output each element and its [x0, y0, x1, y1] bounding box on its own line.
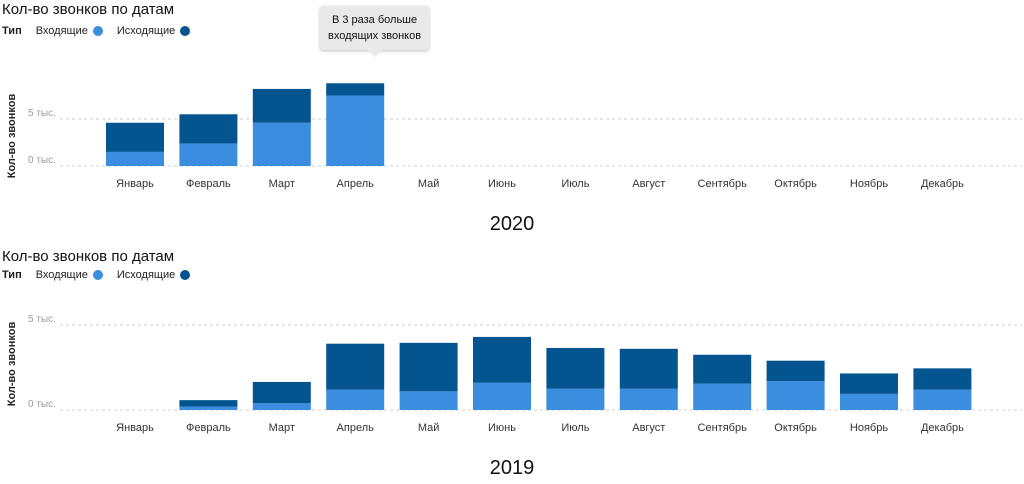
x-tick-label: Апрель [337, 178, 375, 190]
x-tick-label: Октябрь [774, 178, 817, 190]
y-tick-label: 0 тыс. [28, 399, 56, 410]
legend-title: Тип [2, 25, 22, 37]
legend-item-outgoing[interactable]: Исходящие [116, 25, 191, 37]
bar-incoming [693, 383, 752, 410]
x-tick-label: Сентябрь [698, 178, 748, 190]
bar-incoming [546, 388, 605, 410]
bar-incoming [473, 382, 531, 410]
bar-incoming [106, 151, 164, 166]
bar-outgoing [252, 88, 311, 123]
x-tick-label: Декабрь [921, 178, 964, 190]
x-tick-label: Июнь [488, 178, 516, 190]
bar-incoming [766, 381, 825, 410]
legend-title: Тип [2, 269, 22, 281]
bar-incoming [326, 95, 385, 166]
legend-dot-outgoing [180, 26, 191, 36]
bar-outgoing [179, 400, 238, 407]
bar-incoming [179, 406, 238, 410]
x-tick-label: Март [269, 422, 295, 434]
bar-outgoing [179, 114, 238, 144]
x-tick-label: Ноябрь [850, 422, 888, 434]
x-tick-label: Апрель [337, 422, 375, 434]
legend-item-outgoing[interactable]: Исходящие [116, 269, 191, 281]
x-tick-label: Ноябрь [850, 178, 888, 190]
x-tick-label: Январь [116, 178, 154, 190]
x-tick-label: Июнь [488, 422, 516, 434]
legend-label-incoming: Входящие [35, 25, 88, 37]
x-tick-label: Январь [116, 422, 154, 434]
legend: Тип Входящие Исходящие [2, 269, 204, 281]
bar-outgoing [252, 381, 311, 404]
x-tick-label: Февраль [186, 422, 231, 434]
x-tick-label: Декабрь [921, 422, 964, 434]
legend-dot-incoming [92, 26, 103, 36]
legend-label-incoming: Входящие [35, 269, 88, 281]
bar-outgoing [326, 343, 385, 390]
x-tick-label: Октябрь [774, 422, 817, 434]
x-tick-label: Май [418, 178, 440, 190]
bar-outgoing [840, 373, 898, 394]
bar-outgoing [766, 360, 825, 382]
x-tick-label: Май [418, 422, 440, 434]
x-tick-label: Август [632, 178, 665, 190]
x-tick-label: Сентябрь [698, 422, 748, 434]
legend-item-incoming[interactable]: Входящие [36, 25, 103, 37]
bar-incoming [399, 391, 458, 410]
bar-incoming [913, 389, 972, 410]
bar-outgoing [473, 336, 531, 383]
year-label: 2019 [489, 457, 535, 479]
callout-line-1: В 3 раза больше [331, 14, 418, 26]
bar-chart-2019: 0 тыс. 5 тыс. Январь Февраль Март Апрель Май Ию… [28, 314, 1022, 434]
bar-outgoing [913, 368, 972, 390]
y-tick-label: 0 тыс. [28, 155, 56, 166]
legend-label-outgoing: Исходящие [116, 269, 176, 281]
legend-item-incoming[interactable]: Входящие [36, 269, 103, 281]
bar-outgoing [326, 83, 385, 96]
bar-incoming [252, 403, 311, 410]
bar-incoming [326, 389, 385, 410]
annotation-callout: В 3 раза больше входящих звонков [320, 6, 430, 57]
bar-incoming [179, 143, 238, 166]
callout-line-2: входящих звонков [328, 30, 422, 42]
bar-incoming [840, 393, 898, 410]
legend-dot-incoming [92, 270, 103, 280]
chart-title: Кол-во звонков по датам [2, 1, 175, 18]
y-tick-label: 5 тыс. [28, 314, 56, 325]
bar-outgoing [399, 342, 458, 392]
x-tick-label: Март [269, 178, 295, 190]
legend-dot-outgoing [180, 270, 191, 280]
bar-incoming [619, 388, 678, 410]
year-label: 2020 [489, 213, 535, 235]
bar-outgoing [546, 347, 605, 389]
x-tick-label: Февраль [186, 178, 231, 190]
bar-outgoing [619, 348, 678, 389]
legend-label-outgoing: Исходящие [116, 25, 176, 37]
bar-outgoing [106, 122, 164, 152]
x-tick-label: Июль [561, 422, 589, 434]
x-tick-label: Август [632, 422, 665, 434]
bar-chart-2020: 0 тыс. 5 тыс. Январь Февраль Март Апрель Май Ию… [28, 83, 1022, 190]
x-tick-label: Июль [561, 178, 589, 190]
bar-incoming [252, 122, 311, 166]
legend: Тип Входящие Исходящие [2, 25, 204, 37]
bar-outgoing [693, 354, 752, 384]
chart-title: Кол-во звонков по датам [2, 248, 175, 265]
y-tick-label: 5 тыс. [28, 108, 56, 119]
